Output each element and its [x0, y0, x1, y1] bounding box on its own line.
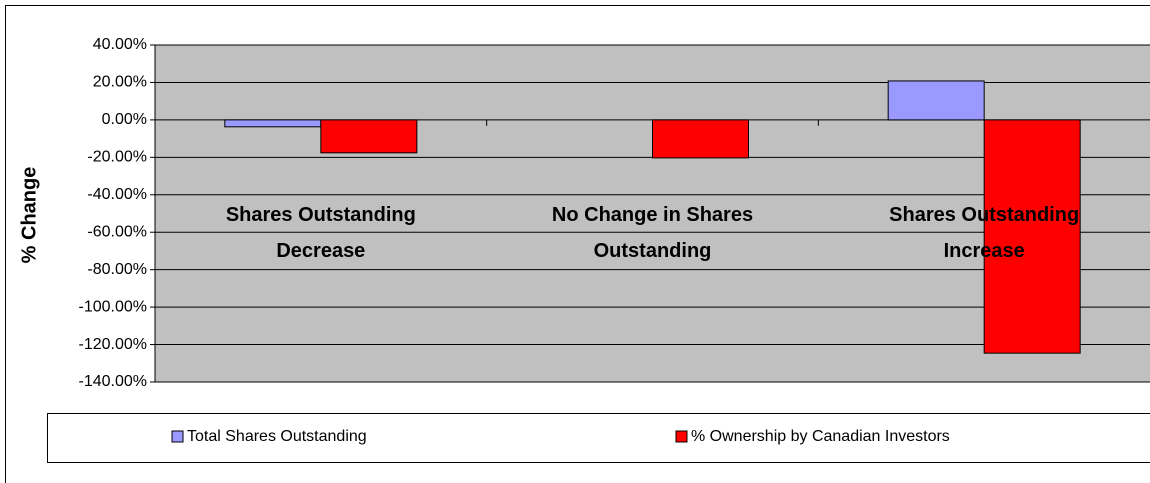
x-tick-label: No Change in Shares Outstanding [551, 204, 754, 262]
legend-swatch [675, 430, 688, 443]
y-tick-label: 0.00% [102, 111, 147, 128]
y-tick-label: -100.00% [79, 298, 148, 315]
y-tick-label: -80.00% [87, 261, 147, 278]
legend-box [47, 413, 1150, 463]
bar [320, 119, 418, 154]
y-tick-label: 40.00% [93, 36, 147, 53]
legend-label: Total Shares Outstanding [187, 428, 367, 445]
y-axis-title: % Change [18, 167, 40, 264]
bar [224, 119, 322, 128]
y-tick-label: -40.00% [87, 186, 147, 203]
x-tick-label: Shares Outstanding Increase [889, 204, 1080, 262]
y-tick-label: -60.00% [87, 223, 147, 240]
y-tick-label: 20.00% [93, 74, 147, 91]
bar [983, 119, 1081, 354]
y-tick-label: -20.00% [87, 149, 147, 166]
y-tick-label: -120.00% [79, 336, 148, 353]
y-tick-label: -140.00% [79, 373, 148, 390]
bar [887, 80, 985, 121]
x-tick-label: Shares Outstanding Decrease [225, 204, 416, 262]
bar [652, 119, 749, 159]
legend-label: % Ownership by Canadian Investors [691, 428, 950, 445]
legend-swatch [171, 430, 184, 443]
